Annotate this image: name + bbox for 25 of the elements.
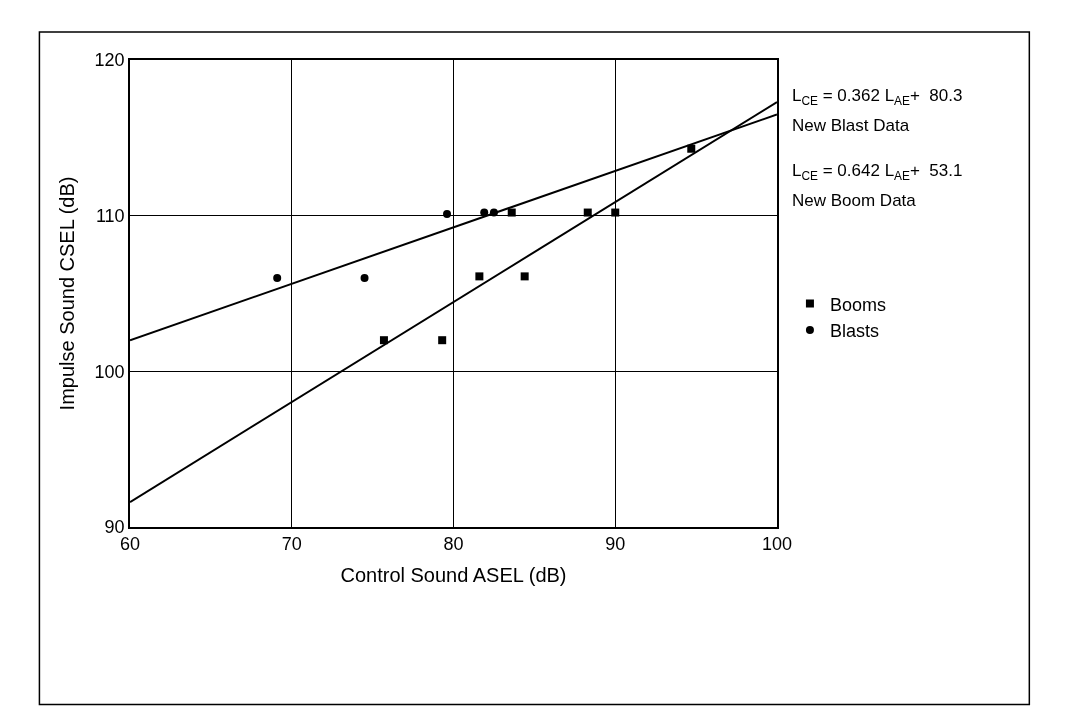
point bbox=[438, 336, 447, 345]
point bbox=[273, 273, 282, 282]
y-tick-label: 100 bbox=[94, 361, 125, 382]
text: New Blast Data bbox=[792, 116, 910, 135]
x-tick-label: 70 bbox=[281, 534, 302, 555]
x-axis-title: Control Sound ASEL (dB) bbox=[340, 564, 567, 587]
point bbox=[379, 336, 388, 345]
point bbox=[507, 208, 516, 217]
x-tick-label: 90 bbox=[605, 534, 626, 555]
point bbox=[611, 208, 620, 217]
text: L$_{CE}$ = 0.642 L$_{AE}$+ 53.1 bbox=[792, 161, 963, 183]
point bbox=[520, 272, 529, 281]
y-tick-label: 110 bbox=[95, 205, 125, 226]
legend-label: Blasts bbox=[829, 320, 879, 341]
y-axis-title: Impulse Sound CSEL (dB) bbox=[55, 176, 78, 411]
text: L$_{CE}$ = 0.362 L$_{AE}$+ 80.3 bbox=[792, 86, 963, 108]
legend-label: Booms bbox=[829, 294, 886, 315]
x-tick-label: 100 bbox=[761, 534, 793, 555]
text: New Boom Data bbox=[792, 191, 917, 210]
point bbox=[475, 272, 484, 281]
point bbox=[360, 273, 369, 282]
y-tick-label: 120 bbox=[94, 50, 125, 71]
x-tick-label: 80 bbox=[443, 534, 464, 555]
point bbox=[443, 210, 452, 219]
point bbox=[583, 208, 592, 217]
